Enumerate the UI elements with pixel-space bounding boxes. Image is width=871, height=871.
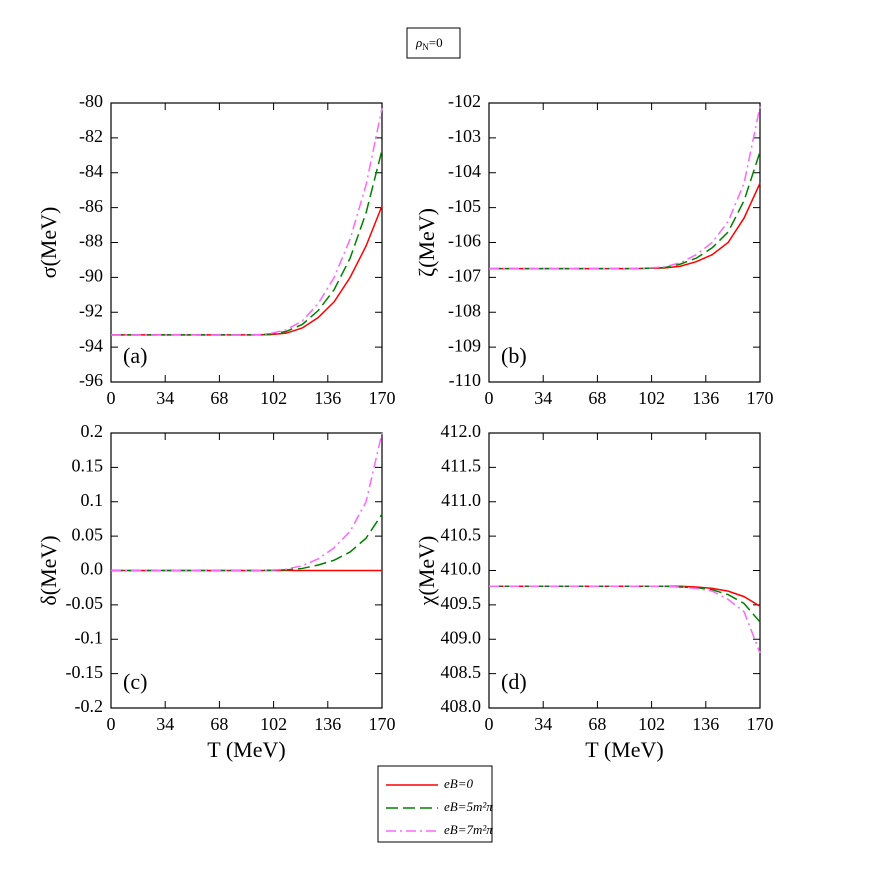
y-axis-label: χ(MeV) — [414, 536, 439, 607]
panel-label: (c) — [123, 669, 147, 694]
y-axis-label: ζ(MeV) — [414, 208, 439, 277]
y-tick-label: 409.5 — [441, 593, 482, 613]
y-tick-label: -102 — [448, 91, 481, 111]
x-tick-label: 34 — [156, 714, 174, 734]
x-tick-label: 136 — [314, 714, 341, 734]
x-tick-label: 102 — [260, 388, 287, 408]
x-tick-label: 170 — [369, 714, 396, 734]
y-tick-label: -96 — [79, 370, 103, 390]
y-tick-label: -109 — [448, 335, 481, 355]
y-tick-label: 410.0 — [441, 559, 482, 579]
panel-label: (a) — [123, 343, 147, 368]
y-tick-label: 0.15 — [72, 456, 104, 476]
panel-label: (d) — [501, 669, 527, 694]
y-tick-label: 412.0 — [441, 421, 482, 441]
y-tick-label: -88 — [79, 231, 103, 251]
x-tick-label: 68 — [210, 714, 228, 734]
y-tick-label: -108 — [448, 300, 481, 320]
y-tick-label: -84 — [79, 161, 103, 181]
panel-label: (b) — [501, 343, 527, 368]
y-tick-label: 0.05 — [72, 524, 104, 544]
x-tick-label: 0 — [107, 714, 116, 734]
x-tick-label: 170 — [369, 388, 396, 408]
x-tick-label: 102 — [638, 714, 665, 734]
y-tick-label: -104 — [448, 161, 481, 181]
y-tick-label: -80 — [79, 91, 103, 111]
y-tick-label: -105 — [448, 196, 481, 216]
series-line — [489, 585, 761, 654]
x-tick-label: 170 — [747, 714, 774, 734]
y-tick-label: -110 — [449, 370, 481, 390]
x-tick-label: 68 — [588, 388, 606, 408]
y-tick-label: 408.0 — [441, 696, 482, 716]
x-tick-label: 136 — [314, 388, 341, 408]
y-tick-label: 410.5 — [441, 524, 482, 544]
header-text: =0 — [429, 35, 443, 50]
y-tick-label: -92 — [79, 300, 103, 320]
x-tick-label: 0 — [485, 714, 494, 734]
y-tick-label: -82 — [79, 126, 103, 146]
y-tick-label: -106 — [448, 231, 481, 251]
series-line — [111, 432, 383, 572]
y-tick-label: 409.0 — [441, 627, 482, 647]
header-subscript: N — [422, 42, 429, 52]
series-line — [111, 108, 383, 336]
header-symbol: ρ — [415, 35, 422, 50]
legend-box — [377, 765, 493, 843]
y-axis-label: δ(MeV) — [36, 535, 61, 605]
x-tick-label: 68 — [210, 388, 228, 408]
x-tick-label: 102 — [638, 388, 665, 408]
x-axis-label: T (MeV) — [207, 737, 285, 762]
x-tick-label: 68 — [588, 714, 606, 734]
y-tick-label: 411.0 — [441, 490, 481, 510]
y-tick-label: -86 — [79, 196, 103, 216]
x-tick-label: 102 — [260, 714, 287, 734]
x-tick-label: 136 — [692, 714, 719, 734]
y-tick-label: -0.1 — [75, 627, 104, 647]
y-tick-label: 0.1 — [81, 490, 104, 510]
y-tick-label: -0.15 — [66, 662, 104, 682]
y-axis-label: σ(MeV) — [36, 207, 61, 279]
x-tick-label: 0 — [485, 388, 494, 408]
y-tick-label: -103 — [448, 126, 481, 146]
x-tick-label: 34 — [534, 714, 552, 734]
y-tick-label: -107 — [448, 266, 481, 286]
x-tick-label: 34 — [534, 388, 552, 408]
x-tick-label: 170 — [747, 388, 774, 408]
x-axis-label: T (MeV) — [585, 737, 663, 762]
y-tick-label: 0.2 — [81, 421, 104, 441]
y-tick-label: -0.05 — [66, 593, 104, 613]
x-tick-label: 136 — [692, 388, 719, 408]
legend-label: eB=5m²π — [444, 799, 493, 814]
y-tick-label: 411.5 — [441, 456, 481, 476]
header-box — [406, 27, 461, 59]
x-tick-label: 34 — [156, 388, 174, 408]
y-tick-label: 0.0 — [81, 559, 104, 579]
y-tick-label: 408.5 — [441, 662, 482, 682]
legend-label: eB=7m²π — [444, 822, 493, 837]
series-line — [489, 106, 761, 270]
x-tick-label: 0 — [107, 388, 116, 408]
header: ρN=0 — [415, 35, 443, 52]
legend-label: eB=0 — [444, 776, 473, 791]
y-tick-label: -94 — [79, 335, 103, 355]
y-tick-label: -90 — [79, 266, 103, 286]
y-tick-label: -0.2 — [75, 696, 104, 716]
